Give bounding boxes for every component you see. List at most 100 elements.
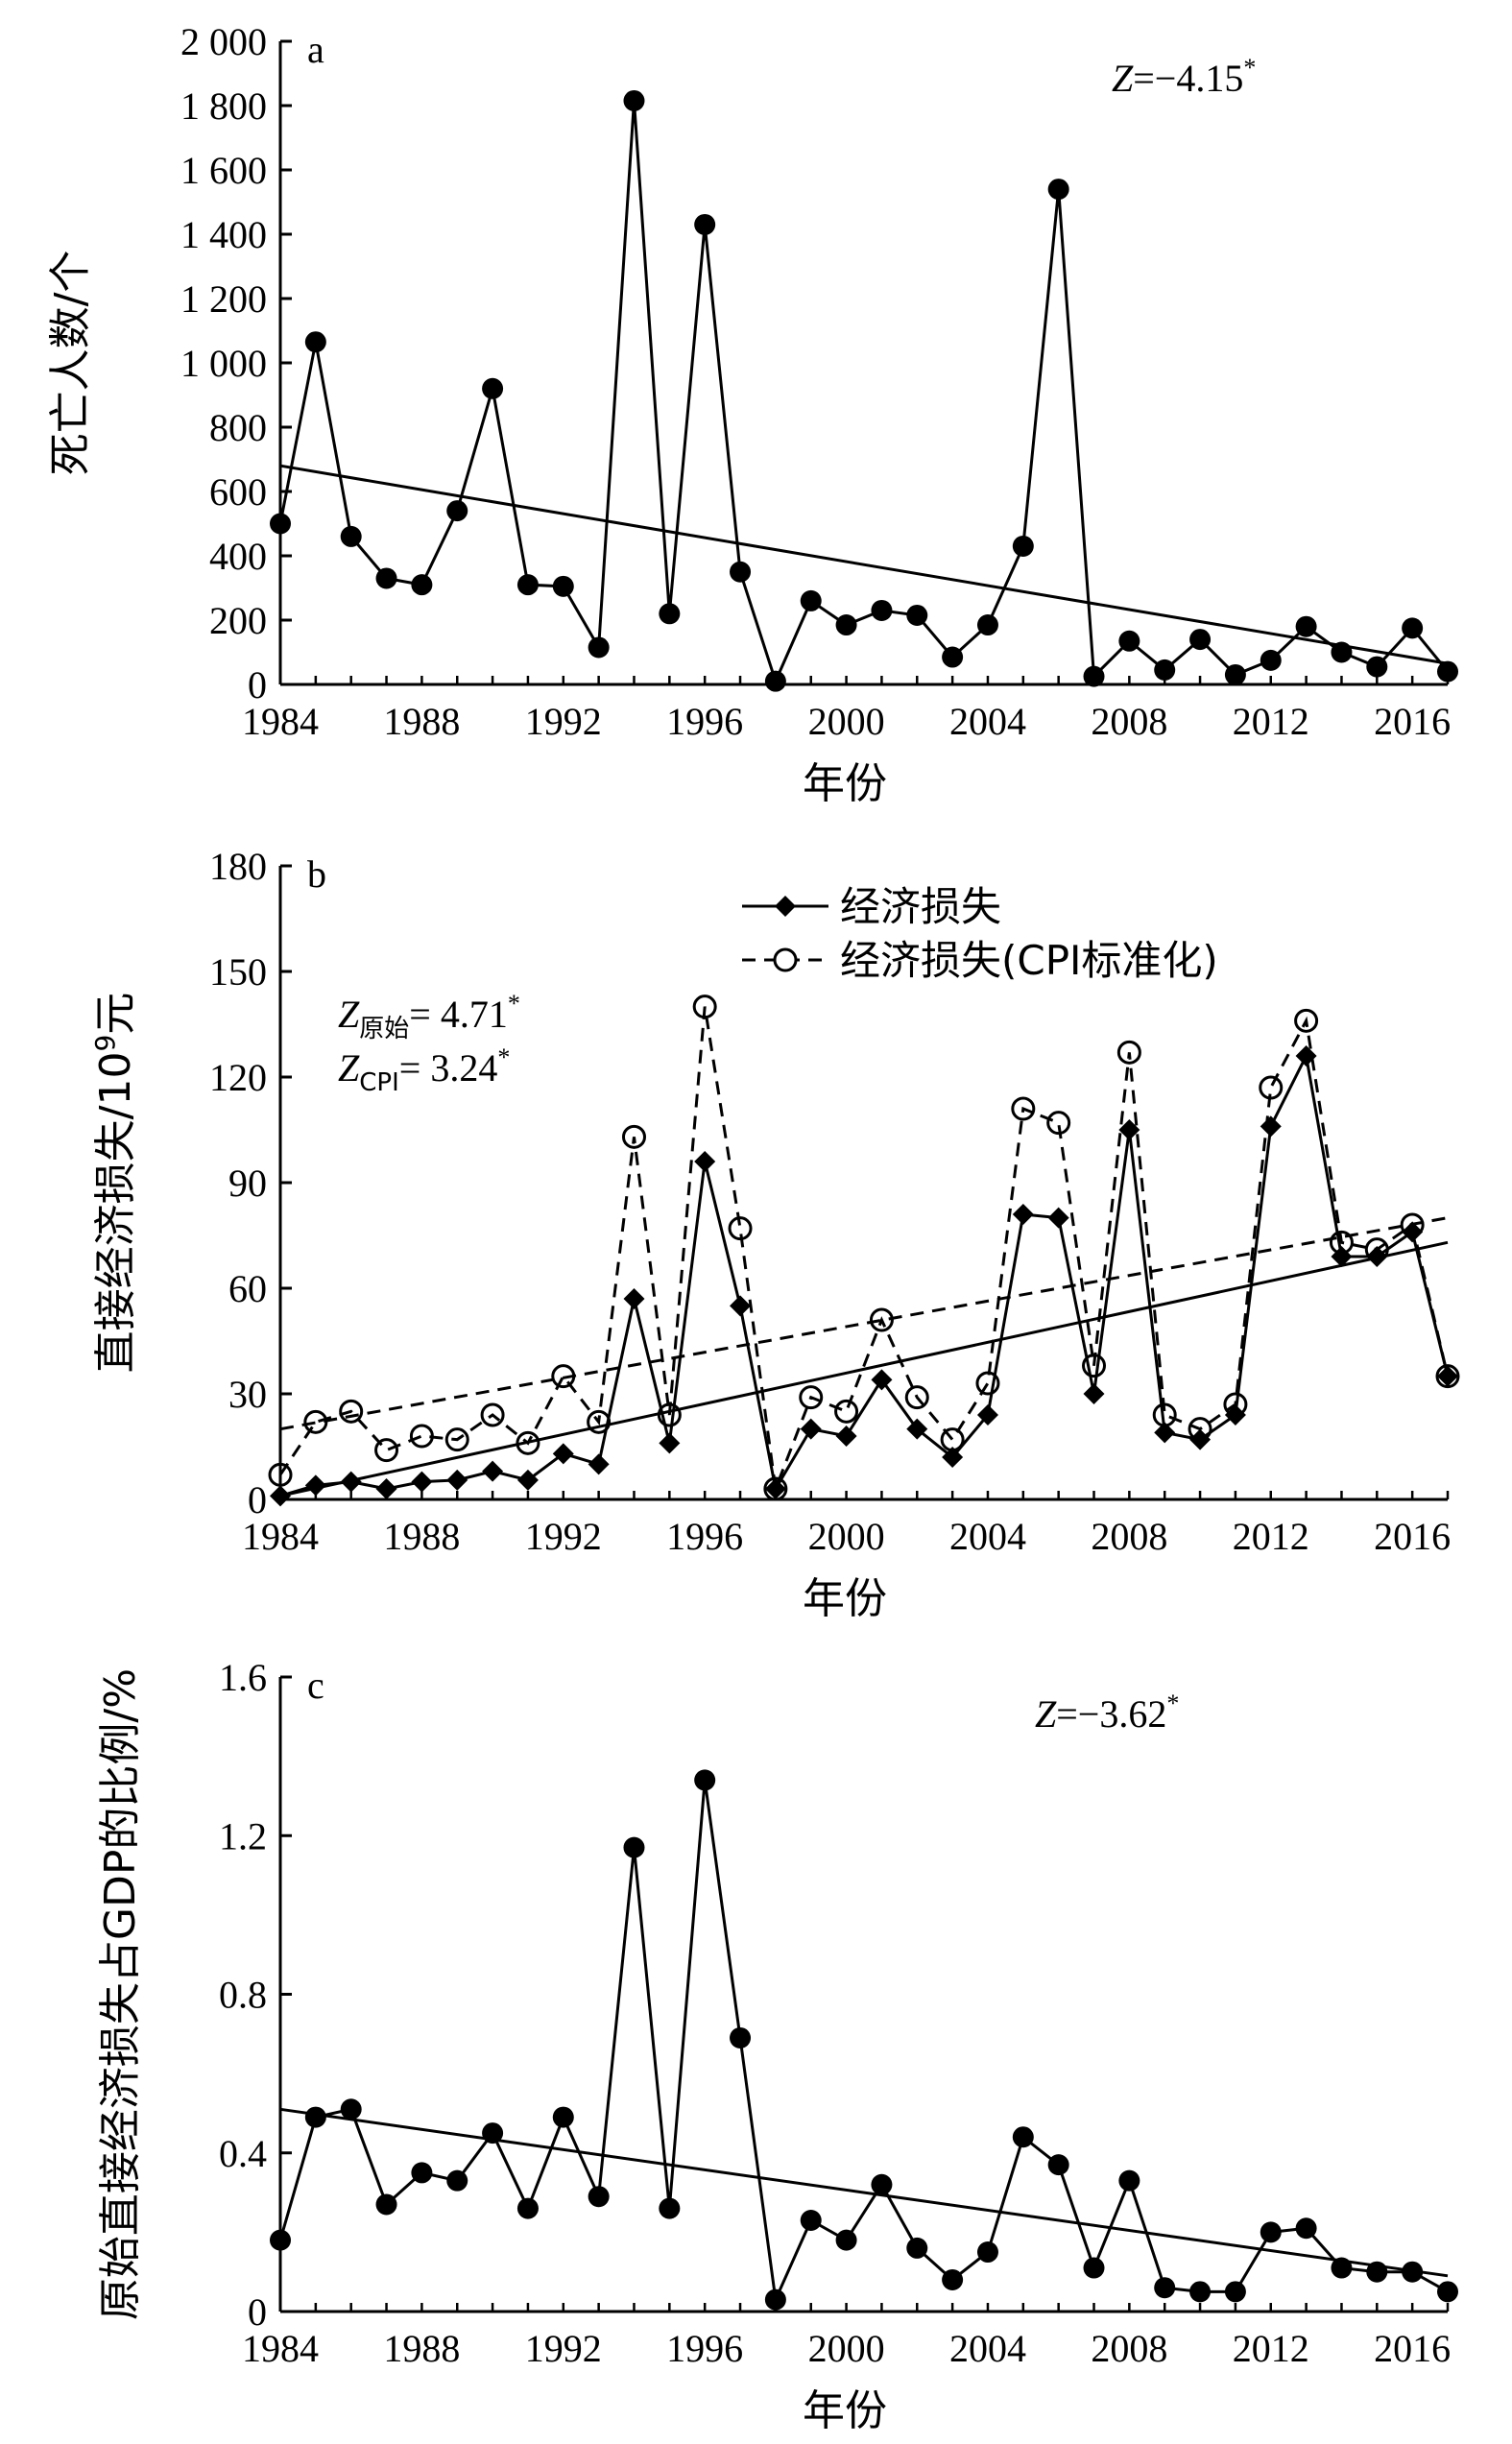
y-tick-label: 1 800 xyxy=(180,84,267,128)
data-point xyxy=(1295,2217,1317,2240)
data-point xyxy=(552,1443,574,1465)
x-tick-label: 2016 xyxy=(1374,700,1451,743)
y-tick-label: 1 600 xyxy=(180,149,267,192)
y-axis-label: 死亡人数/个 xyxy=(46,251,95,476)
x-tick-label: 2000 xyxy=(808,1515,885,1558)
series-line xyxy=(278,1006,1450,1490)
data-point xyxy=(1189,1428,1212,1450)
y-tick-label: 1.2 xyxy=(219,1814,267,1857)
data-point xyxy=(1047,179,1069,201)
data-point xyxy=(799,1385,824,1410)
y-tick-label: 0 xyxy=(248,2290,267,2334)
data-point xyxy=(1012,2126,1034,2148)
z-sup: * xyxy=(497,1043,510,1071)
data-point xyxy=(906,2237,928,2259)
data-point xyxy=(906,604,928,626)
y-tick-label: 600 xyxy=(209,470,267,514)
data-point xyxy=(1011,1096,1036,1121)
y-tick-label: 1 000 xyxy=(180,342,267,385)
z-value: =−3.62 xyxy=(1056,1692,1166,1736)
z-statistic: ZCPI= 3.24* xyxy=(338,1043,510,1097)
data-point xyxy=(1083,665,1105,687)
series-line xyxy=(278,1780,1449,2306)
y-tick-label: 0.8 xyxy=(219,1974,267,2017)
y-tick-label: 1 400 xyxy=(180,213,267,256)
z-value: = 4.71 xyxy=(409,993,508,1036)
data-point xyxy=(1224,1404,1246,1426)
data-point xyxy=(375,2193,397,2216)
x-tick-label: 1992 xyxy=(525,1515,602,1558)
y-axis-label: 原始直接经济损失占GDP的比例/% xyxy=(96,1668,145,2320)
data-point xyxy=(482,1460,504,1482)
data-point xyxy=(482,2122,504,2144)
data-point xyxy=(1046,1111,1071,1136)
y-tick-label: 0 xyxy=(248,1478,267,1522)
z-sub: 原始 xyxy=(359,1015,409,1043)
data-point xyxy=(869,1307,894,1332)
data-point xyxy=(694,1769,716,1791)
x-tick-label: 1988 xyxy=(383,1515,460,1558)
data-point xyxy=(621,1124,646,1149)
z-sup: * xyxy=(1166,1689,1179,1717)
data-point xyxy=(623,1836,645,1858)
data-point xyxy=(659,603,681,625)
data-point xyxy=(446,2169,468,2192)
data-point xyxy=(764,1478,786,1499)
data-point xyxy=(730,1295,752,1317)
data-point xyxy=(764,2288,786,2311)
data-point xyxy=(730,2026,752,2049)
data-point xyxy=(303,1409,328,1434)
data-point xyxy=(1294,1008,1319,1033)
y-tick-label: 0.4 xyxy=(219,2132,267,2175)
x-axis-label: 年份 xyxy=(803,1574,887,1623)
data-point xyxy=(1083,2257,1105,2279)
data-point xyxy=(482,377,504,399)
x-tick-label: 1984 xyxy=(242,2327,319,2370)
data-point xyxy=(1118,1119,1140,1140)
data-point xyxy=(623,89,645,111)
data-point xyxy=(1366,1246,1388,1267)
z-sup: * xyxy=(508,990,520,1018)
y-tick-label: 2 000 xyxy=(180,20,267,63)
y-tick-label: 90 xyxy=(228,1162,267,1205)
data-point xyxy=(835,614,857,636)
data-point xyxy=(1331,641,1353,663)
panel-letter: a xyxy=(307,28,324,71)
data-point xyxy=(976,614,998,636)
data-point xyxy=(623,1288,645,1309)
panel-letter: c xyxy=(307,1664,324,1707)
data-point xyxy=(270,1485,291,1507)
z-sup: * xyxy=(1243,54,1256,82)
panel-letter: b xyxy=(307,852,326,896)
data-point xyxy=(516,1430,540,1455)
y-tick-label: 200 xyxy=(209,599,267,642)
data-point xyxy=(304,331,326,353)
data-point xyxy=(657,1402,682,1427)
data-point xyxy=(1366,656,1388,678)
z-var: Z xyxy=(1035,1692,1057,1736)
data-point xyxy=(1260,1115,1282,1138)
data-point xyxy=(871,1369,893,1391)
data-point xyxy=(942,2268,964,2290)
trend-line xyxy=(279,2107,1449,2278)
data-point xyxy=(1047,2154,1069,2176)
y-tick-label: 60 xyxy=(228,1267,267,1310)
data-point xyxy=(1260,2221,1282,2243)
z-statistic: Z=−4.15* xyxy=(1112,54,1256,100)
data-point xyxy=(1331,2257,1353,2279)
data-point xyxy=(871,2173,893,2195)
data-point xyxy=(1047,1207,1069,1229)
x-tick-label: 2000 xyxy=(808,700,885,743)
y-axis-label: 直接经济损失/109元 xyxy=(89,993,140,1374)
data-point xyxy=(800,589,822,611)
trend-line xyxy=(279,464,1449,665)
data-point xyxy=(516,574,539,596)
data-point xyxy=(1189,2281,1212,2303)
data-point xyxy=(516,1469,539,1491)
z-value: =−4.15 xyxy=(1133,57,1243,100)
data-point xyxy=(1402,2261,1424,2283)
x-tick-label: 2012 xyxy=(1233,1515,1309,1558)
x-tick-label: 2016 xyxy=(1374,2327,1451,2370)
x-tick-label: 2016 xyxy=(1374,1515,1451,1558)
data-point xyxy=(588,1453,610,1475)
